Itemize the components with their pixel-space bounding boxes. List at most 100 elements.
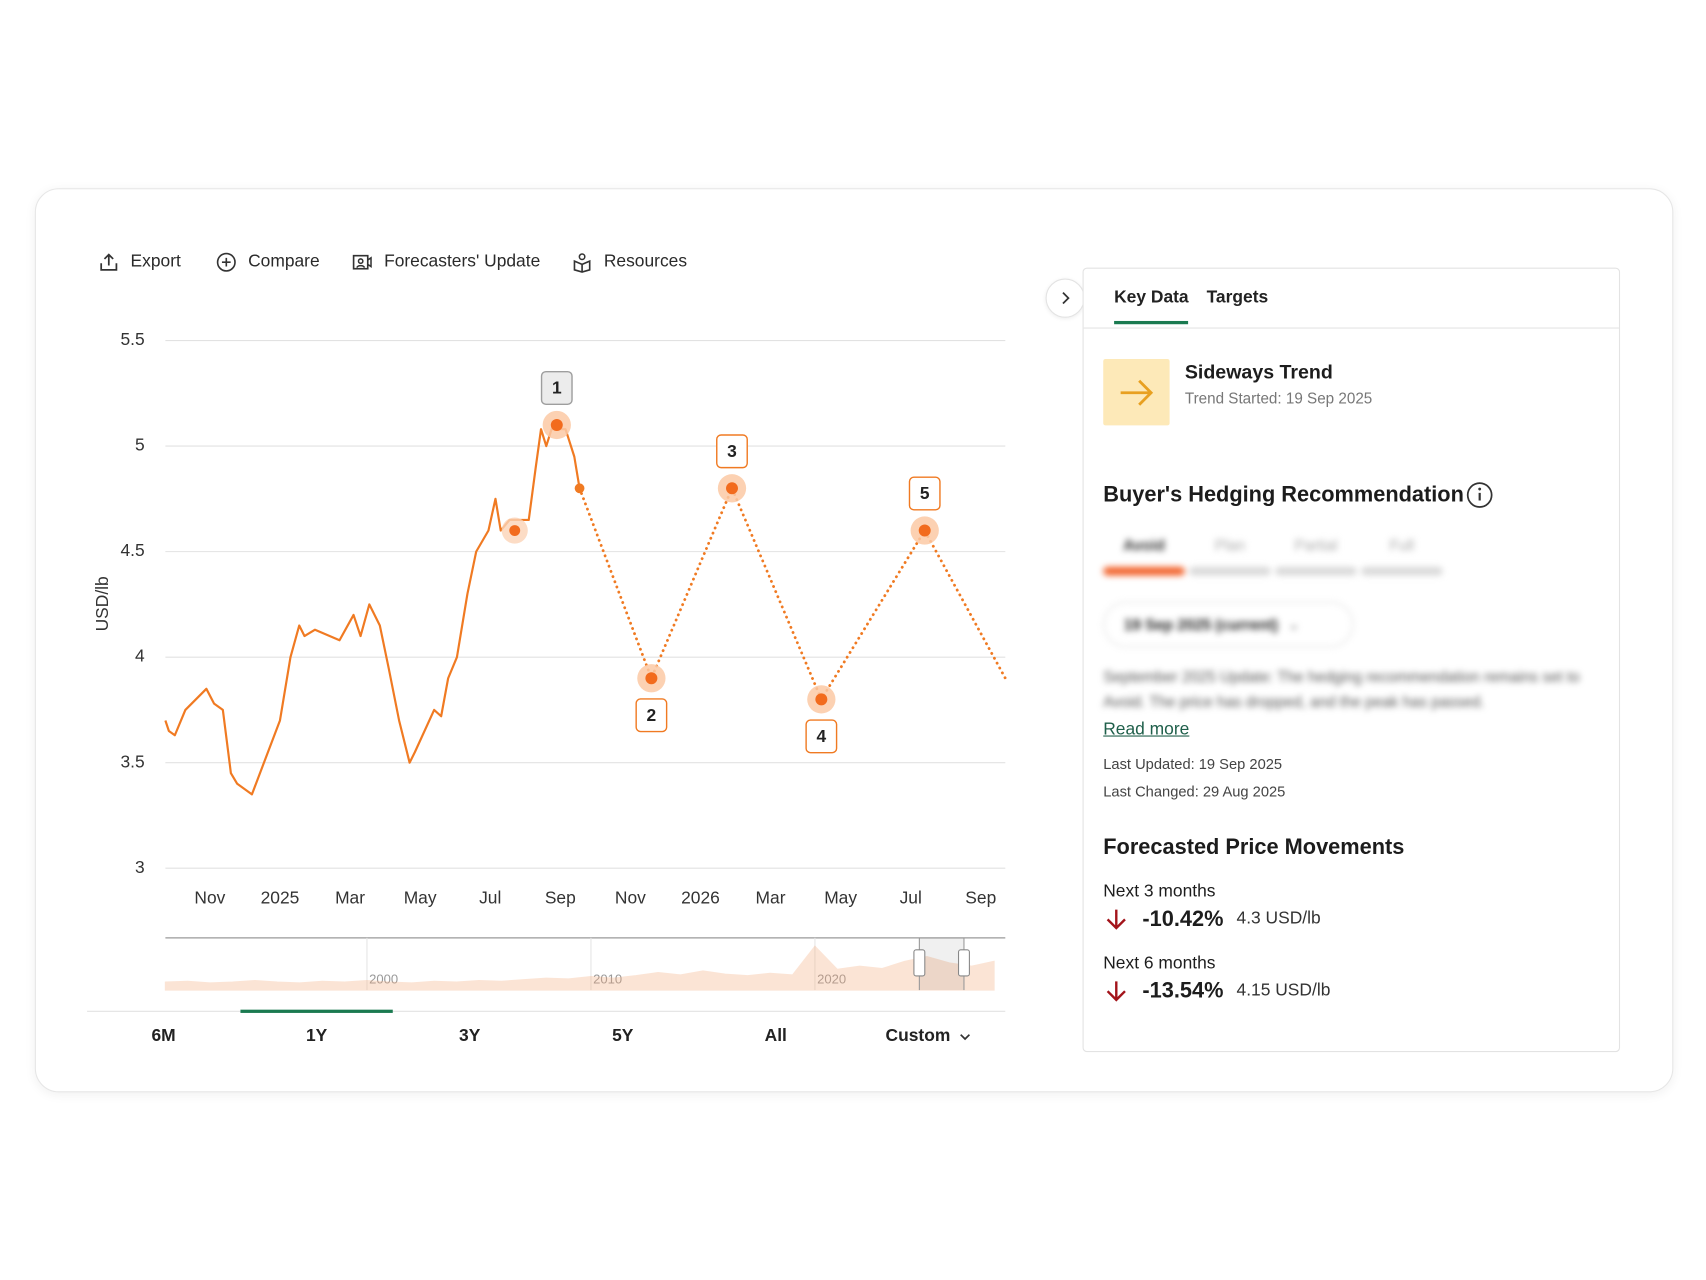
- resources-label: Resources: [603, 252, 688, 271]
- forecast-change: -10.42%: [1142, 906, 1224, 931]
- info-icon[interactable]: [1466, 481, 1494, 509]
- annotation-point: [918, 524, 931, 537]
- annotation-label: 1: [552, 378, 562, 398]
- annotation-label: 5: [920, 483, 930, 503]
- annotation-box: [540, 370, 573, 406]
- range-tab-indicator: [240, 1009, 394, 1013]
- compare-button[interactable]: Compare: [215, 249, 320, 275]
- annotation-label: 3: [727, 441, 737, 461]
- down-arrow-icon: [1106, 909, 1126, 930]
- level-label: Full: [1389, 536, 1415, 554]
- read-more-link[interactable]: Read more: [1103, 720, 1190, 739]
- level-label: Partial: [1294, 536, 1338, 554]
- resources-button[interactable]: Resources: [571, 249, 687, 275]
- panel-tab[interactable]: Key Data: [1114, 288, 1189, 325]
- forecast-line: [578, 486, 1007, 701]
- period-label: 19 Sep 2025 (current): [1123, 615, 1278, 634]
- range-tab-label: 6M: [151, 1027, 176, 1046]
- range-tab[interactable]: Custom: [852, 1012, 1005, 1062]
- hedging-levels: Avoid Plan Partial Full: [1103, 536, 1451, 580]
- dropdown-caret: ⌄: [1288, 618, 1299, 632]
- period-dropdown[interactable]: 19 Sep 2025 (current) ⌄: [1103, 601, 1354, 648]
- y-tick-label: 4: [135, 646, 145, 666]
- update-icon: [352, 254, 372, 270]
- x-tick-label: May: [824, 887, 857, 907]
- forecast-period: Next 6 months: [1103, 954, 1216, 973]
- annotation-box: [635, 698, 668, 733]
- y-axis-label: USD/lb: [92, 576, 112, 631]
- trend-icon: [1103, 359, 1170, 426]
- forecast-title: Forecasted Price Movements: [1103, 835, 1405, 860]
- range-tab[interactable]: 3Y: [393, 1012, 546, 1062]
- panel-tab[interactable]: Targets: [1206, 288, 1269, 307]
- forecast-change: -13.54%: [1142, 978, 1224, 1003]
- range-tab-label: 5Y: [612, 1027, 634, 1046]
- trend-subtitle: Trend Started: 19 Sep 2025: [1184, 389, 1373, 407]
- compare-icon: [216, 252, 236, 272]
- forecast-price: 4.15 USD/lb: [1236, 981, 1331, 1000]
- range-tab[interactable]: 5Y: [546, 1012, 699, 1062]
- navigator-handle[interactable]: [913, 949, 926, 977]
- level-bar: [1275, 566, 1357, 576]
- forecasters-update-button[interactable]: Forecasters' Update: [351, 249, 540, 275]
- range-tab[interactable]: 6M: [87, 1012, 240, 1062]
- level-label: Plan: [1214, 536, 1246, 554]
- x-tick-label: 2025: [261, 887, 300, 907]
- x-tick-label: Sep: [545, 887, 576, 907]
- dropdown-chevron: [960, 1034, 971, 1041]
- annotation-label: 2: [647, 705, 657, 725]
- export-label: Export: [130, 252, 181, 271]
- annotation-label: 4: [817, 726, 827, 746]
- highlight-point: [509, 525, 521, 536]
- last-changed: Last Changed: 29 Aug 2025: [1103, 783, 1286, 800]
- compare-label: Compare: [248, 252, 320, 271]
- chevron-icon: [1062, 292, 1070, 305]
- annotation-box: [805, 719, 838, 754]
- hedging-title: Buyer's Hedging Recommendation: [1103, 482, 1464, 507]
- forecasters-update-label: Forecasters' Update: [384, 252, 541, 271]
- annotation-point: [815, 693, 828, 706]
- navigator-selection: [919, 937, 964, 991]
- y-tick-label: 3.5: [121, 751, 145, 771]
- collapse-panel-button[interactable]: [1045, 278, 1085, 318]
- range-tab-label: 3Y: [459, 1027, 481, 1046]
- forecast-period: Next 3 months: [1103, 882, 1216, 901]
- key-data-panel: Key Data Targets Sideways Trend Trend St…: [1082, 267, 1621, 1053]
- x-tick-label: 2026: [681, 887, 720, 907]
- forecast-start-point: [574, 483, 585, 494]
- navigator-handle[interactable]: [957, 949, 970, 977]
- x-tick-label: Nov: [194, 887, 225, 907]
- export-button[interactable]: Export: [98, 249, 181, 275]
- y-tick-label: 5: [135, 435, 145, 455]
- arrow-right-icon: [1120, 379, 1153, 406]
- annotation-box: [908, 476, 941, 511]
- resources-icon: [573, 253, 591, 273]
- x-tick-label: Sep: [965, 887, 996, 907]
- y-tick-label: 5.5: [121, 329, 145, 349]
- x-tick-label: Jul: [479, 887, 501, 907]
- y-tick-label: 3: [135, 857, 145, 877]
- last-updated: Last Updated: 19 Sep 2025: [1103, 756, 1283, 773]
- export-icon: [100, 253, 118, 271]
- x-tick-label: Mar: [335, 887, 365, 907]
- price-chart: 3 3.5 4 4.5 5 5.5 USD/lb Nov 2025 Mar May Jul Sep Nov…: [92, 329, 1007, 991]
- price-line: [164, 428, 581, 796]
- forecast-row: -10.42% 4.3 USD/lb: [1103, 906, 1321, 932]
- level-label: Avoid: [1123, 536, 1165, 554]
- level-bar: [1361, 566, 1443, 576]
- divider: [1083, 327, 1619, 329]
- level-bar: [1103, 566, 1185, 576]
- range-tab[interactable]: 1Y: [240, 1012, 393, 1062]
- range-tab[interactable]: All: [699, 1012, 852, 1062]
- hedging-summary: September 2025 Update: The hedging recom…: [1103, 668, 1580, 711]
- hedging-header: Buyer's Hedging Recommendation: [1103, 481, 1494, 509]
- range-tab-label: All: [764, 1027, 787, 1046]
- forecast-price: 4.3 USD/lb: [1236, 909, 1321, 929]
- range-tabs: 6M 1Y 3Y 5Y All Custom: [87, 1009, 1006, 1062]
- x-tick-label: Mar: [756, 887, 786, 907]
- range-tab-label: Custom: [885, 1027, 951, 1046]
- trend-title: Sideways Trend: [1184, 361, 1333, 383]
- annotation-box: [716, 434, 748, 469]
- annotation-point: [726, 482, 738, 495]
